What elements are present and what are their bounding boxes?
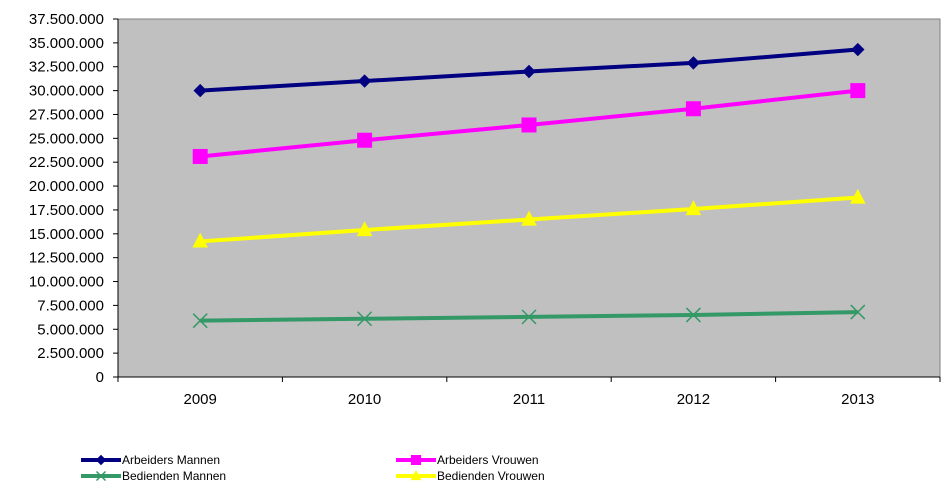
data-point-x xyxy=(192,313,208,329)
data-point-diamond xyxy=(357,74,372,88)
y-tick-label: 17.500.000 xyxy=(29,202,104,219)
x-tick-label: 2013 xyxy=(841,391,874,408)
data-point-square xyxy=(521,117,537,133)
legend-item-arbeiders-vrouwen: Arbeiders Vrouwen xyxy=(395,452,539,468)
data-point-square xyxy=(357,132,373,148)
data-point-x xyxy=(850,304,866,320)
data-point-triangle xyxy=(521,210,537,226)
y-tick-label: 20.000.000 xyxy=(29,178,104,195)
series-arbeiders-mannen xyxy=(193,42,865,98)
legend-item-arbeiders-mannen: Arbeiders Mannen xyxy=(80,452,220,468)
y-tick-label: 7.500.000 xyxy=(37,297,104,314)
legend-label: Arbeiders Vrouwen xyxy=(437,453,539,467)
y-tick-label: 2.500.000 xyxy=(37,345,104,362)
legend-label: Bedienden Mannen xyxy=(122,469,227,483)
y-tick-label: 0 xyxy=(96,369,104,386)
line-chart: 0 2.500.000 5.000.000 7.500.000 10.000.000 12… xyxy=(29,11,941,408)
y-tick-label: 15.000.000 xyxy=(29,226,104,243)
data-point-triangle xyxy=(356,221,373,237)
data-point-diamond xyxy=(193,83,207,98)
legend-label: Bedienden Vrouwen xyxy=(437,469,545,483)
x-line-icon xyxy=(81,470,121,482)
diamond-line-icon xyxy=(81,454,121,466)
y-axis: 0 2.500.000 5.000.000 7.500.000 10.000.000 12… xyxy=(29,11,119,386)
x-axis: 2009 2010 2011 2012 2013 xyxy=(117,376,941,408)
data-point-diamond xyxy=(686,56,701,70)
data-point-square xyxy=(411,455,421,465)
series-layer xyxy=(192,42,866,329)
y-tick-label: 22.500.000 xyxy=(29,154,104,171)
data-point-square xyxy=(685,101,701,117)
data-point-diamond xyxy=(522,64,536,79)
data-point-triangle xyxy=(410,470,422,481)
data-point-square xyxy=(192,148,208,164)
triangle-line-icon xyxy=(396,470,436,481)
x-tick-label: 2012 xyxy=(677,391,710,408)
x-tick-label: 2009 xyxy=(184,391,217,408)
legend: Arbeiders Mannen Arbeiders Vrouwen Bedie… xyxy=(80,452,640,486)
data-point-x xyxy=(95,470,107,482)
x-tick-label: 2011 xyxy=(513,391,545,408)
data-point-x xyxy=(685,307,701,323)
legend-item-bedienden-mannen: Bedienden Mannen xyxy=(80,468,226,484)
y-tick-label: 32.500.000 xyxy=(29,59,104,76)
data-point-triangle xyxy=(192,232,209,248)
legend-item-bedienden-vrouwen: Bedienden Vrouwen xyxy=(395,468,545,484)
y-tick-label: 10.000.000 xyxy=(29,274,104,291)
y-tick-label: 37.500.000 xyxy=(29,11,104,28)
y-tick-label: 35.000.000 xyxy=(29,35,104,52)
series-bedienden-vrouwen xyxy=(192,188,866,248)
legend-label: Arbeiders Mannen xyxy=(122,453,221,467)
data-point-x xyxy=(521,309,537,325)
x-tick-label: 2010 xyxy=(348,391,381,408)
series-arbeiders-vrouwen xyxy=(192,83,866,164)
square-line-icon xyxy=(396,455,436,465)
y-tick-label: 30.000.000 xyxy=(29,83,104,100)
data-point-square xyxy=(850,83,866,99)
y-tick-label: 5.000.000 xyxy=(37,321,104,338)
y-tick-label: 12.500.000 xyxy=(29,250,104,267)
data-point-x xyxy=(357,311,373,327)
data-point-triangle xyxy=(685,200,702,216)
data-point-diamond xyxy=(851,42,865,57)
y-tick-label: 25.000.000 xyxy=(29,130,104,147)
series-bedienden-mannen xyxy=(192,304,866,329)
data-point-diamond xyxy=(95,454,107,466)
y-tick-label: 27.500.000 xyxy=(29,106,104,123)
data-point-triangle xyxy=(849,188,866,204)
